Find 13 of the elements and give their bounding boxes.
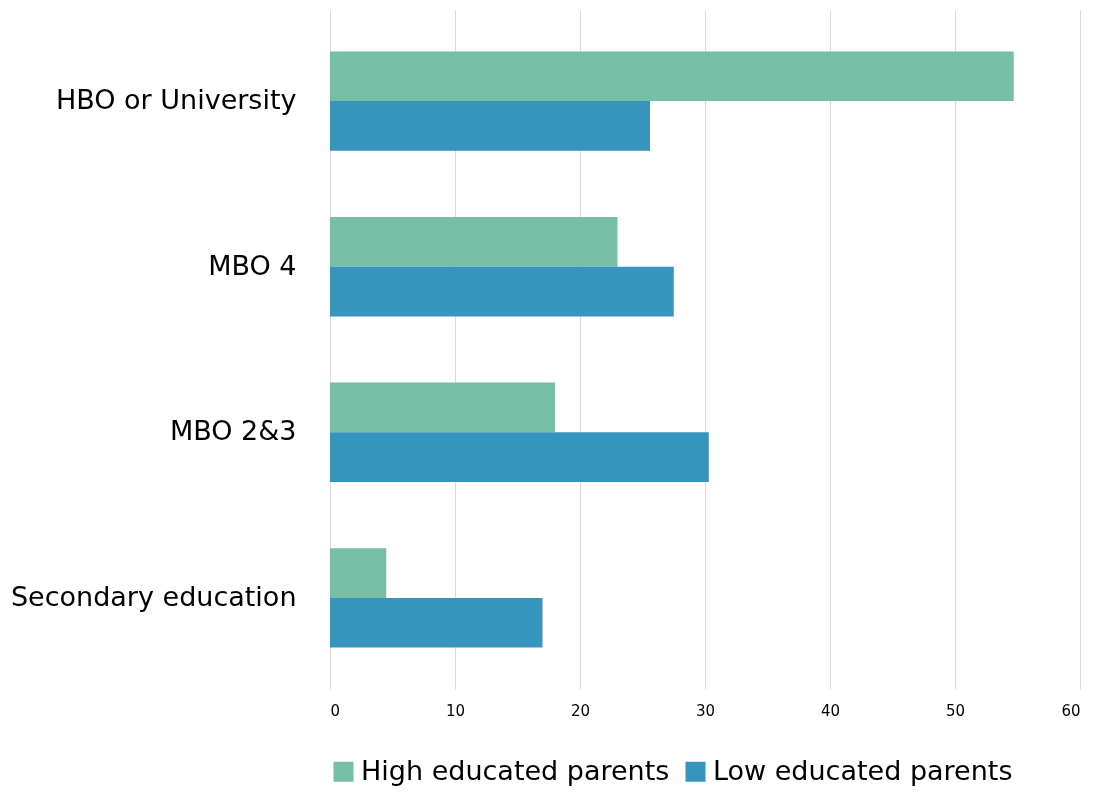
y-tick-label: MBO 2&3	[169, 415, 297, 447]
y-tick-label: Secondary education	[10, 580, 297, 612]
x-tick-label: 40	[820, 701, 841, 720]
x-tick-label: 20	[570, 701, 591, 720]
legend-label: High educated parents	[361, 754, 670, 786]
x-tick-label: 30	[695, 701, 716, 720]
y-tick-label: MBO 4	[208, 249, 297, 281]
x-tick-label: 50	[945, 701, 966, 720]
x-tick-label: 0	[330, 701, 341, 720]
x-tick-label: 60	[1061, 701, 1081, 720]
legend-label: Low educated parents	[713, 754, 1013, 786]
y-tick-label: HBO or University	[55, 84, 297, 116]
x-tick-label: 10	[445, 701, 466, 720]
